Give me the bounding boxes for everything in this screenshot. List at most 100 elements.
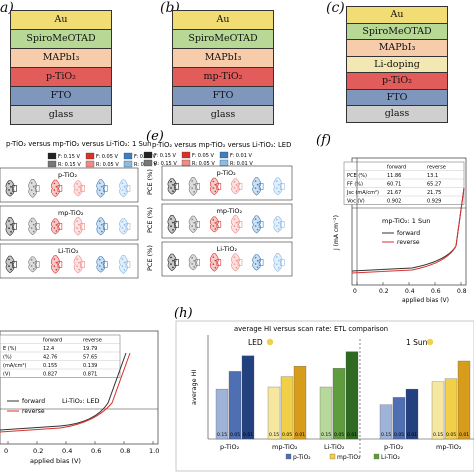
legend-swatch-h-1 <box>329 453 336 460</box>
table-cell-g-4-1: 0.827 <box>43 372 57 378</box>
point-d-1-3-0 <box>76 220 78 222</box>
point-e-0-4-2 <box>254 187 257 189</box>
point-d-0-5-3 <box>123 192 126 195</box>
table-cell-f-3-1: 21.67 <box>387 190 401 196</box>
violin-e-0-1 <box>188 177 198 196</box>
point-d-0-2-1 <box>55 185 58 188</box>
point-e-0-0-3 <box>172 190 174 192</box>
point-d-0-4-3 <box>100 192 103 195</box>
violin-e-2-0 <box>167 253 177 272</box>
layer-stack-b: Au SpiroMeOTAD MAPbI₃ mp-TiO₂ FTO glass <box>172 10 274 125</box>
point-d-1-0-2 <box>8 227 10 230</box>
table-cell-f-2-0: FF (%) <box>347 182 363 188</box>
table-cell-f-2-1: 60.71 <box>387 182 401 188</box>
point-e-2-2-2 <box>212 263 215 265</box>
row-frame-e-2 <box>161 241 293 277</box>
violin-d-2-3 <box>73 255 83 274</box>
point-e-1-3-2 <box>233 225 236 227</box>
point-d-0-4-0 <box>98 182 101 184</box>
violin-e-2-2 <box>209 253 219 272</box>
point-e-1-3-1 <box>235 221 238 224</box>
point-e-0-4-0 <box>254 180 257 182</box>
legend-label-e-1: R: 0.15 V <box>154 161 177 167</box>
row-label-e-0: p-TiO₂ <box>217 169 237 177</box>
layer-b-4: FTO <box>172 86 274 106</box>
box-e-0-2 <box>216 183 222 190</box>
point-e-2-3-0 <box>233 256 236 259</box>
point-d-1-0-3 <box>10 231 12 233</box>
layer-stack-a: Au SpiroMeOTAD MAPbI₃ p-TiO₂ FTO glass <box>10 10 112 125</box>
panel-label-c: (c) <box>326 0 345 16</box>
point-e-0-1-1 <box>193 183 195 186</box>
point-d-1-2-2 <box>53 227 56 229</box>
layer-c-4: p-TiO₂ <box>346 72 448 90</box>
point-e-0-5-1 <box>277 183 280 186</box>
layer-c-6: glass <box>346 105 448 123</box>
legend-label-e-2: F: 0.05 V <box>192 153 214 159</box>
table-cell-g-0-2: reverse <box>83 338 102 344</box>
box-e-2-2 <box>216 259 222 266</box>
box-e-0-4 <box>258 183 264 190</box>
point-e-2-0-0 <box>170 256 172 259</box>
box-e-1-0 <box>174 221 179 228</box>
point-e-0-1-0 <box>191 180 193 182</box>
point-e-0-2-2 <box>212 187 215 189</box>
bar-label-3-2: 0.01 <box>407 432 417 438</box>
box-d-2-3 <box>80 261 85 268</box>
led-label-h: LED <box>248 338 263 347</box>
sun-icon-h <box>426 338 434 346</box>
point-d-1-4-2 <box>98 227 101 229</box>
table-cell-g-1-2: 19.79 <box>83 346 97 352</box>
point-d-0-0-0 <box>8 182 10 185</box>
layer-a-0: Au <box>10 10 112 30</box>
point-e-2-5-2 <box>275 263 278 266</box>
row-frame-e-1 <box>161 203 293 239</box>
point-e-1-3-0 <box>233 218 236 220</box>
bar-3-1 <box>392 397 406 440</box>
legend-label-g-0: forward <box>22 398 45 405</box>
point-e-1-4-0 <box>254 218 257 221</box>
point-e-0-0-0 <box>170 180 172 183</box>
point-e-1-3-3 <box>235 228 238 231</box>
point-e-1-1-0 <box>191 218 193 221</box>
violin-d-1-4 <box>96 217 106 236</box>
legend-swatch-d-3 <box>85 160 95 168</box>
led-sun-icon <box>266 338 274 346</box>
xtick-label-g-5: 1.0 <box>149 447 159 455</box>
point-d-1-4-1 <box>100 223 103 226</box>
point-e-2-4-1 <box>256 260 259 262</box>
violin-e-0-5 <box>273 177 283 196</box>
table-frame-f <box>343 161 465 205</box>
panel-label-h: (h) <box>174 306 193 321</box>
point-e-1-4-1 <box>256 221 259 224</box>
layer-c-2: MAPbI₃ <box>346 39 448 57</box>
legend-swatch-d-2 <box>85 152 95 160</box>
legend-swatch-h-0 <box>285 453 292 460</box>
box-d-0-4 <box>102 185 108 192</box>
point-d-1-1-2 <box>30 227 33 229</box>
xtick-label-f-2: 0.4 <box>405 288 415 295</box>
violin-d-0-4 <box>96 179 106 198</box>
point-d-1-4-0 <box>98 220 101 223</box>
point-e-1-0-2 <box>170 225 172 228</box>
point-e-0-5-2 <box>275 187 278 189</box>
point-e-0-1-3 <box>193 191 195 193</box>
point-d-2-5-2 <box>121 265 124 268</box>
xtick-label-f-3: 0.6 <box>431 288 441 295</box>
box-e-0-3 <box>237 183 243 190</box>
violin-d-2-5 <box>119 255 128 274</box>
point-d-2-5-1 <box>123 261 126 264</box>
layer-a-5: glass <box>10 105 112 125</box>
bar-label-1-0: 0.15 <box>269 432 279 438</box>
point-d-0-2-0 <box>53 182 56 185</box>
xtick-label-g-4: 0.8 <box>120 447 130 455</box>
point-e-2-0-3 <box>172 266 174 269</box>
group-label-h-1: mp-TiO₂ <box>272 443 298 451</box>
violin-e-1-4 <box>252 215 262 234</box>
annotation-f: mp-TiO₂: 1 Sun <box>382 217 430 225</box>
bar-1-1 <box>280 376 294 440</box>
point-e-2-3-3 <box>235 266 238 269</box>
point-d-1-1-1 <box>32 223 35 226</box>
table-cell-f-0-2: reverse <box>427 165 446 171</box>
